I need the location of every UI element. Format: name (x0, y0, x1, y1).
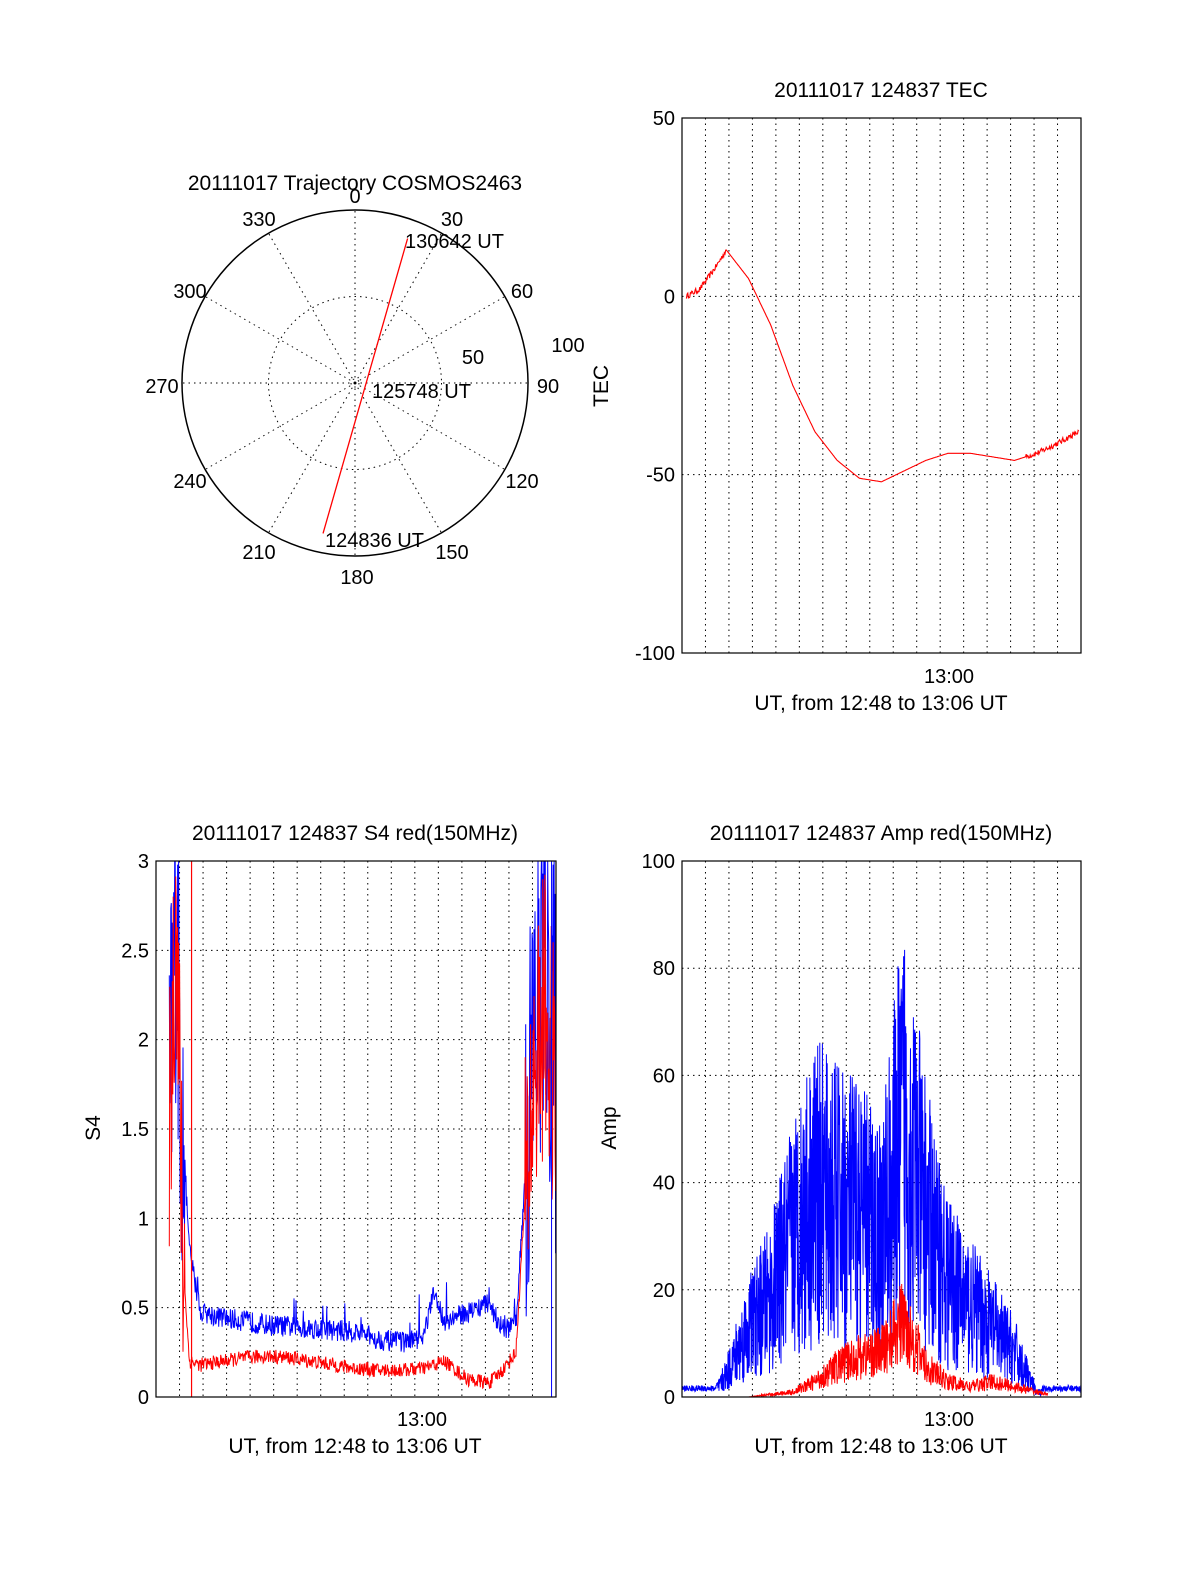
y-tick-label: 3 (138, 851, 149, 873)
y-tick-label: 80 (653, 958, 675, 980)
y-tick-label: -50 (646, 465, 675, 487)
polar-spoke (204, 296, 356, 384)
s4-chart-title: 20111017 124837 S4 red(150MHz) (192, 822, 518, 845)
polar-angle-tick-label: 60 (511, 281, 533, 303)
amp-x-tick-label: 13:00 (924, 1409, 974, 1431)
amp-chart-title: 20111017 124837 Amp red(150MHz) (710, 822, 1052, 845)
s4-y-axis-label: S4 (82, 1115, 105, 1141)
amp-blue-series-line (681, 949, 1082, 1398)
polar-grid-ring (268, 296, 442, 470)
tec-series-line (685, 249, 1080, 483)
y-tick-label: 50 (653, 108, 675, 130)
y-tick-label: 1.5 (121, 1119, 149, 1141)
polar-spoke (354, 382, 506, 470)
amp-y-axis-label: Amp (598, 1106, 621, 1149)
polar-radial-tick-label: 100 (551, 335, 584, 357)
plot-frame (681, 117, 1082, 654)
polar-angle-tick-label: 210 (242, 542, 275, 564)
polar-spoke (204, 382, 356, 470)
y-tick-label: 0 (664, 286, 675, 308)
y-tick-label: 0 (138, 1387, 149, 1409)
trajectory-start-time-label: 124836 UT (325, 530, 424, 552)
y-tick-label: -100 (635, 643, 675, 665)
y-tick-label: 2 (138, 1030, 149, 1052)
trajectory-polar-chart: 20111017 Trajectory COSMOS2463 0 30 60 90 12… (145, 172, 584, 589)
trajectory-mid-time-label: 125748 UT (372, 381, 471, 403)
amp-x-axis-label: UT, from 12:48 to 13:06 UT (754, 1435, 1007, 1458)
amp-line-chart: 20111017 124837 Amp red(150MHz) UT, from… (598, 822, 1082, 1458)
s4-red-series-line (168, 874, 557, 1390)
polar-angle-tick-label: 300 (173, 281, 206, 303)
polar-center-ring (350, 378, 360, 388)
polar-radial-tick-label: 50 (462, 347, 484, 369)
y-tick-label: 100 (642, 851, 675, 873)
y-tick-label: 20 (653, 1280, 675, 1302)
s4-blue-series-line (168, 860, 557, 1353)
polar-outer-circle (181, 209, 529, 557)
tec-chart-title: 20111017 124837 TEC (774, 79, 988, 102)
y-tick-label: 60 (653, 1065, 675, 1087)
s4-x-tick-label: 13:00 (397, 1409, 447, 1431)
polar-spoke (268, 382, 356, 534)
polar-angle-tick-label: 90 (537, 376, 559, 398)
polar-angle-tick-label: 270 (145, 376, 178, 398)
plot-frame (155, 860, 557, 1398)
y-tick-label: 2.5 (121, 940, 149, 962)
polar-spoke (268, 232, 356, 384)
polar-angle-tick-label: 30 (441, 209, 463, 231)
s4-x-axis-label: UT, from 12:48 to 13:06 UT (228, 1435, 481, 1458)
y-tick-label: 0.5 (121, 1298, 149, 1320)
amp-red-series-line (737, 1283, 1049, 1398)
polar-spoke (354, 382, 442, 534)
polar-angle-tick-label: 120 (505, 471, 538, 493)
polar-angle-tick-label: 150 (435, 542, 468, 564)
polar-angle-tick-label: 0 (349, 186, 360, 208)
polar-angle-tick-label: 180 (340, 567, 373, 589)
polar-angle-tick-label: 240 (173, 471, 206, 493)
y-tick-label: 40 (653, 1173, 675, 1195)
polar-spoke (354, 232, 442, 384)
polar-spoke (354, 296, 506, 384)
y-tick-label: 1 (138, 1208, 149, 1230)
polar-chart-title: 20111017 Trajectory COSMOS2463 (188, 172, 522, 195)
trajectory-line (322, 238, 409, 534)
tec-x-axis-label: UT, from 12:48 to 13:06 UT (754, 692, 1007, 715)
trajectory-end-time-label: 130642 UT (405, 231, 504, 253)
polar-angle-tick-label: 330 (242, 209, 275, 231)
s4-line-chart: 20111017 124837 S4 red(150MHz) UT, from … (82, 822, 557, 1458)
tec-x-tick-label: 13:00 (924, 666, 974, 688)
y-tick-label: 0 (664, 1387, 675, 1409)
plot-frame (681, 860, 1082, 1398)
tec-y-axis-label: TEC (590, 365, 613, 407)
tec-line-chart: 20111017 124837 TEC UT, from 12:48 to 13… (590, 79, 1082, 715)
